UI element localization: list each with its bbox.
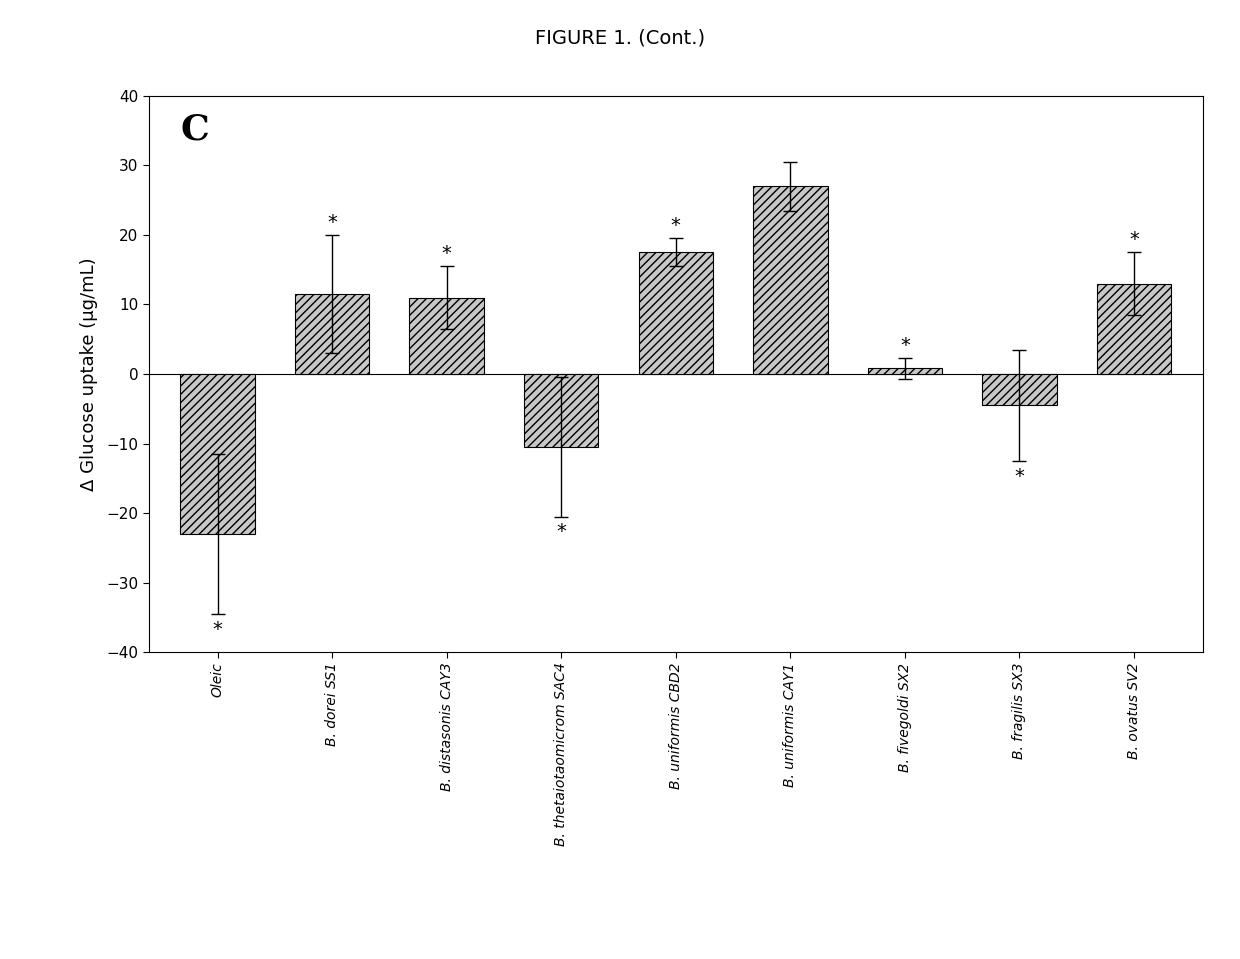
Text: C: C [181,112,210,147]
Bar [525,374,599,447]
Bar [180,374,254,534]
Text: *: * [327,213,337,232]
Bar [1097,284,1172,374]
Text: FIGURE 1. (Cont.): FIGURE 1. (Cont.) [534,29,706,48]
Bar [639,252,713,374]
Text: *: * [1014,467,1024,485]
Text: *: * [900,336,910,355]
Bar [982,374,1056,406]
Text: *: * [441,245,451,263]
Bar [295,294,370,374]
Bar [409,297,484,374]
Bar [753,186,827,374]
Text: *: * [671,217,681,235]
Text: *: * [557,523,567,541]
Bar [868,368,942,374]
Text: *: * [212,620,222,639]
Text: *: * [1130,230,1140,249]
Y-axis label: Δ Glucose uptake (µg/mL): Δ Glucose uptake (µg/mL) [79,257,98,491]
